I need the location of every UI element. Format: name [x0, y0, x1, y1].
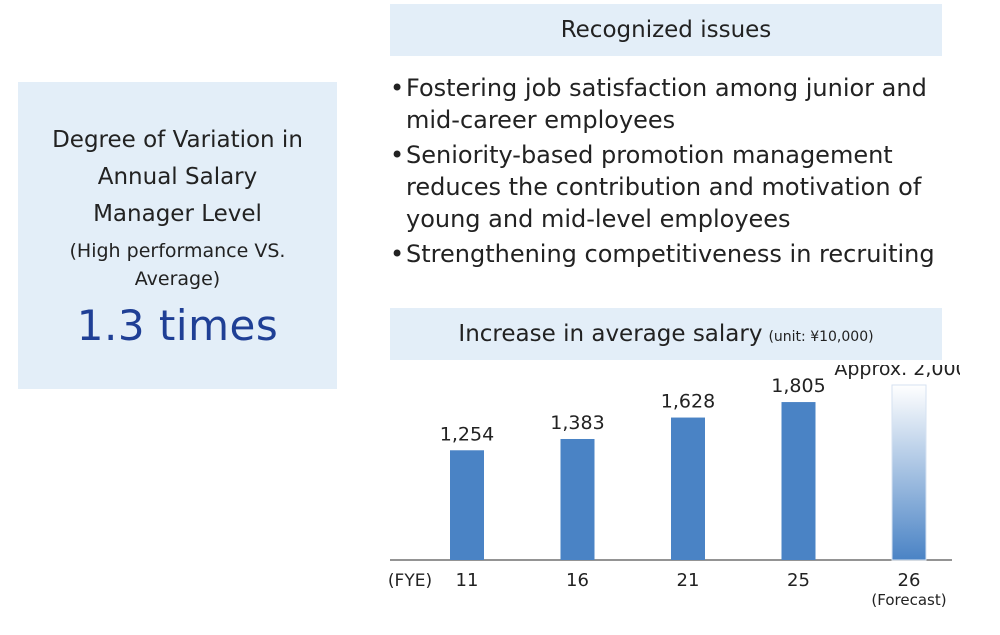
bar-25 — [781, 402, 816, 560]
bar-11 — [450, 450, 484, 560]
panel-subtitle: (High performance VS. Average) — [18, 237, 337, 293]
issues-header: Recognized issues — [390, 4, 942, 56]
data-label-16: 1,383 — [550, 412, 604, 434]
issue-text: Fostering job satisfaction among junior … — [406, 74, 927, 134]
tick-label-26: 26 — [898, 570, 921, 591]
salary-header: Increase in average salary (unit: ¥10,00… — [390, 308, 942, 360]
data-label-26: Approx. 2,000 — [834, 365, 960, 380]
data-label-25: 1,805 — [771, 375, 825, 397]
issue-text: Strengthening competitiveness in recruit… — [406, 240, 935, 268]
tick-label-21: 21 — [677, 570, 700, 591]
panel-line-2: Annual Salary — [97, 164, 258, 190]
data-label-21: 1,628 — [661, 391, 715, 413]
issue-text: Seniority-based promotion management red… — [406, 141, 922, 233]
issue-item: • Fostering job satisfaction among junio… — [390, 72, 950, 136]
issues-list: • Fostering job satisfaction among junio… — [390, 72, 950, 273]
bullet-icon: • — [390, 240, 405, 268]
tick-label-25: 25 — [787, 570, 810, 591]
x-axis-prefix: (FYE) — [388, 571, 432, 591]
tick-label-16: 16 — [566, 570, 589, 591]
bullet-icon: • — [390, 141, 405, 169]
bar-21 — [671, 417, 705, 560]
tick-note-26: (Forecast) — [871, 591, 946, 609]
issue-item: • Seniority-based promotion management r… — [390, 139, 950, 235]
panel-sub-line-1: (High performance VS. — [69, 240, 286, 262]
tick-label-11: 11 — [456, 570, 479, 591]
panel-line-3: Manager Level — [93, 201, 262, 227]
bar-16 — [560, 438, 595, 560]
bar-26 — [891, 384, 927, 561]
salary-unit: (unit: ¥10,000) — [768, 329, 874, 345]
salary-bar-chart: (FYE) 1,254 11 1,383 16 1,628 21 1,805 25 Approx.… — [388, 365, 960, 609]
data-label-11: 1,254 — [440, 423, 494, 445]
panel-sub-line-2: Average) — [134, 268, 221, 290]
variation-value: 1.3 times — [76, 301, 279, 350]
salary-title: Increase in average salary — [458, 321, 763, 347]
bullet-icon: • — [390, 74, 405, 102]
salary-variation-panel: Degree of Variation in Annual Salary Man… — [18, 82, 337, 389]
issues-title: Recognized issues — [560, 17, 772, 43]
panel-line-1: Degree of Variation in — [52, 127, 303, 153]
issue-item: • Strengthening competitiveness in recru… — [390, 238, 950, 270]
